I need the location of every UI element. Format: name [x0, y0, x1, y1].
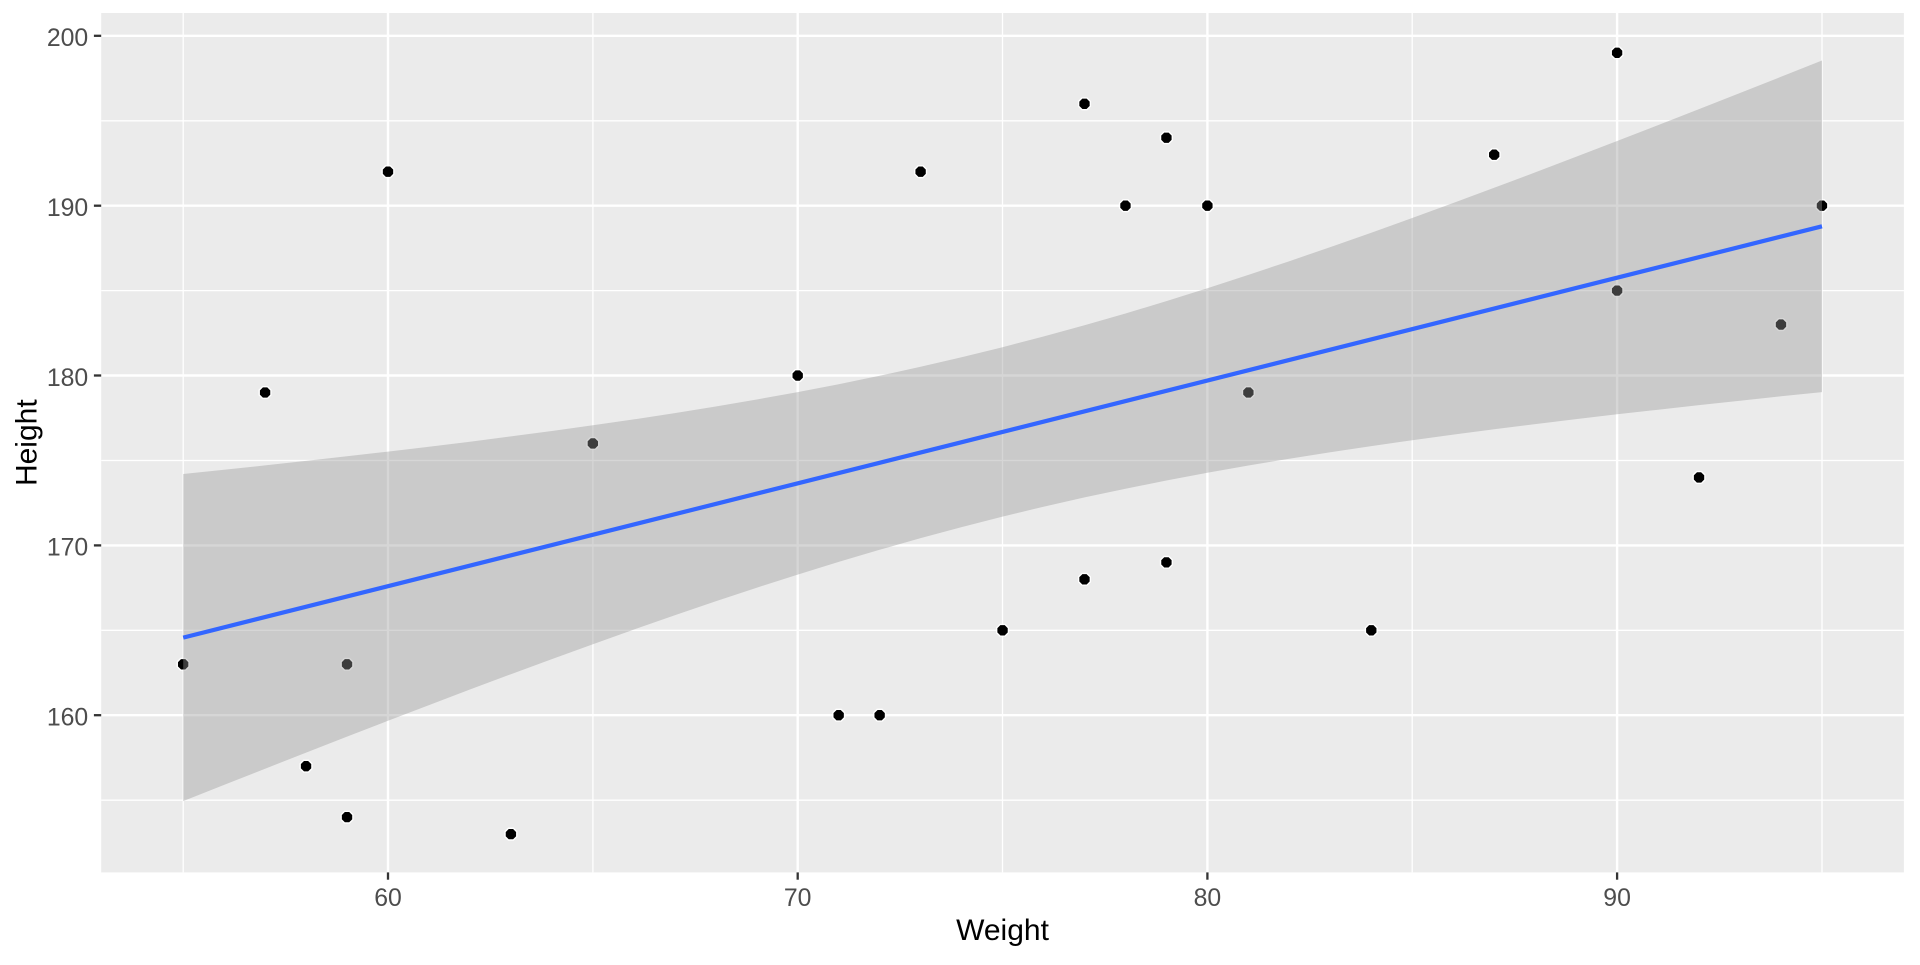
svg-text:180: 180: [47, 365, 88, 392]
svg-text:Height: Height: [11, 399, 44, 486]
svg-text:80: 80: [1194, 885, 1222, 912]
svg-text:200: 200: [47, 25, 88, 52]
svg-text:Weight: Weight: [956, 914, 1049, 947]
svg-text:190: 190: [47, 195, 88, 222]
svg-text:70: 70: [784, 885, 812, 912]
svg-text:160: 160: [47, 705, 88, 732]
svg-text:90: 90: [1603, 885, 1631, 912]
svg-text:170: 170: [47, 535, 88, 562]
svg-text:60: 60: [374, 885, 402, 912]
